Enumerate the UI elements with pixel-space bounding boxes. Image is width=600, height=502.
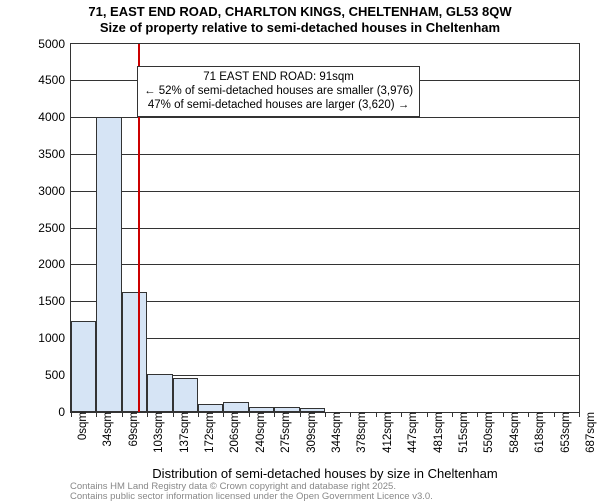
x-tick-label: 137sqm: [177, 412, 191, 453]
x-tick-label: 550sqm: [481, 412, 495, 453]
x-tick-label: 69sqm: [126, 412, 140, 447]
x-tick-mark: [274, 412, 275, 417]
x-tick-mark: [122, 412, 123, 417]
y-tick-label: 3000: [38, 184, 71, 198]
histogram-bar: [223, 402, 248, 412]
y-tick-label: 2500: [38, 221, 71, 235]
x-tick-mark: [198, 412, 199, 417]
x-tick-mark: [350, 412, 351, 417]
x-tick-label: 240sqm: [253, 412, 267, 453]
x-tick-mark: [401, 412, 402, 417]
x-tick-mark: [503, 412, 504, 417]
x-tick-label: 481sqm: [431, 412, 445, 453]
histogram-bar: [300, 408, 325, 411]
x-tick-label: 344sqm: [329, 412, 343, 453]
x-tick-label: 447sqm: [405, 412, 419, 453]
y-gridline: [71, 154, 579, 155]
y-gridline: [71, 191, 579, 192]
histogram-bar: [147, 374, 172, 412]
y-gridline: [71, 338, 579, 339]
histogram-bar: [198, 404, 223, 411]
x-tick-label: 618sqm: [532, 412, 546, 453]
histogram-bar: [122, 292, 147, 411]
x-axis-label: Distribution of semi-detached houses by …: [70, 466, 580, 481]
info-box-line: ← 52% of semi-detached houses are smalle…: [144, 84, 413, 98]
info-box: 71 EAST END ROAD: 91sqm← 52% of semi-det…: [137, 66, 420, 117]
histogram-bar: [71, 321, 96, 412]
y-gridline: [71, 228, 579, 229]
histogram-bar: [173, 378, 198, 411]
y-gridline: [71, 264, 579, 265]
y-tick-label: 4500: [38, 73, 71, 87]
footer-attribution: Contains HM Land Registry data © Crown c…: [70, 482, 433, 501]
x-tick-label: 275sqm: [278, 412, 292, 453]
x-tick-label: 172sqm: [202, 412, 216, 453]
x-tick-mark: [325, 412, 326, 417]
x-tick-label: 206sqm: [227, 412, 241, 453]
x-tick-mark: [71, 412, 72, 417]
info-box-line: 71 EAST END ROAD: 91sqm: [144, 70, 413, 84]
x-tick-mark: [147, 412, 148, 417]
x-tick-mark: [223, 412, 224, 417]
y-gridline: [71, 301, 579, 302]
info-box-line: 47% of semi-detached houses are larger (…: [144, 98, 413, 112]
x-tick-label: 653sqm: [558, 412, 572, 453]
histogram-bar: [249, 407, 274, 412]
x-tick-mark: [554, 412, 555, 417]
y-tick-label: 4000: [38, 110, 71, 124]
x-tick-mark: [452, 412, 453, 417]
histogram-bar: [274, 407, 299, 412]
x-tick-label: 0sqm: [75, 412, 89, 440]
y-tick-label: 0: [58, 405, 71, 419]
title-line-2: Size of property relative to semi-detach…: [0, 20, 600, 36]
y-tick-label: 1500: [38, 294, 71, 308]
y-tick-label: 1000: [38, 331, 71, 345]
y-tick-label: 500: [45, 368, 71, 382]
y-tick-label: 2000: [38, 257, 71, 271]
y-tick-label: 5000: [38, 37, 71, 51]
x-tick-mark: [173, 412, 174, 417]
chart-title: 71, EAST END ROAD, CHARLTON KINGS, CHELT…: [0, 0, 600, 37]
y-gridline: [71, 117, 579, 118]
chart-plot-area: 0500100015002000250030003500400045005000…: [70, 43, 580, 413]
x-tick-label: 34sqm: [100, 412, 114, 447]
x-tick-label: 584sqm: [507, 412, 521, 453]
x-tick-label: 103sqm: [151, 412, 165, 453]
x-tick-label: 378sqm: [354, 412, 368, 453]
x-tick-label: 687sqm: [583, 412, 597, 453]
x-tick-mark: [249, 412, 250, 417]
x-tick-label: 515sqm: [456, 412, 470, 453]
x-tick-mark: [579, 412, 580, 417]
x-tick-mark: [427, 412, 428, 417]
x-tick-mark: [376, 412, 377, 417]
histogram-bar: [96, 117, 121, 411]
x-tick-mark: [96, 412, 97, 417]
x-tick-mark: [477, 412, 478, 417]
x-tick-label: 309sqm: [304, 412, 318, 453]
x-tick-mark: [300, 412, 301, 417]
x-tick-label: 412sqm: [380, 412, 394, 453]
y-tick-label: 3500: [38, 147, 71, 161]
title-line-1: 71, EAST END ROAD, CHARLTON KINGS, CHELT…: [0, 4, 600, 20]
x-tick-mark: [528, 412, 529, 417]
